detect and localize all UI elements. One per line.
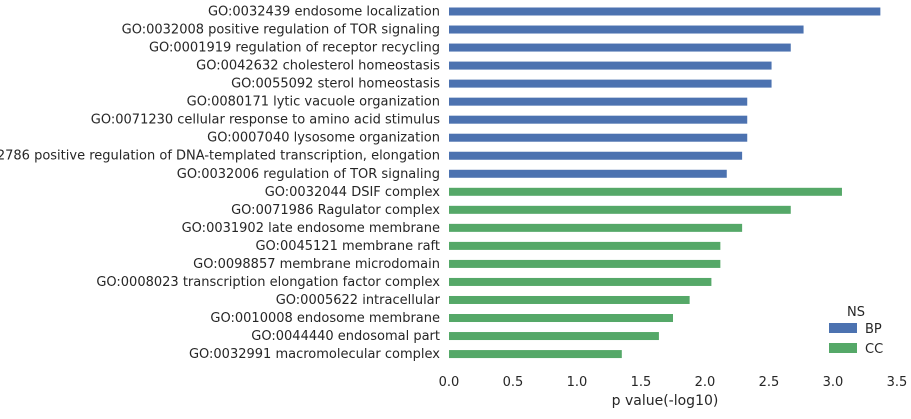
category-label-8: GO:0007040 lysosome organization [207, 131, 440, 146]
category-label-5: GO:0055092 sterol homeostasis [231, 77, 440, 92]
category-label-20: GO:0032991 macromolecular complex [189, 347, 440, 362]
bar-9 [449, 151, 743, 160]
x-ticks-group: 0.0 0.5 1.0 1.5 2.0 2.5 3.0 3.5 [439, 375, 908, 390]
x-tick-label-3: 1.0 [567, 375, 588, 390]
category-label-4: GO:0042632 cholesterol homeostasis [196, 59, 440, 74]
category-label-13: GO:0031902 late endosome membrane [182, 221, 440, 236]
bar-11 [449, 187, 842, 196]
category-label-16: GO:0008023 transcription elongation fact… [96, 275, 440, 290]
legend: NS BP CC [829, 305, 883, 357]
x-tick-label-1: 0.0 [439, 375, 460, 390]
bar-8 [449, 133, 748, 142]
bar-6 [449, 97, 748, 106]
bar-14 [449, 241, 721, 250]
legend-label-cc: CC [865, 342, 883, 357]
bar-18 [449, 314, 673, 323]
category-label-11: GO:0032044 DSIF complex [265, 185, 441, 200]
bar-10 [449, 169, 727, 178]
x-tick-label-8: 3.5 [887, 375, 908, 390]
bar-16 [449, 277, 712, 286]
bar-19 [449, 332, 659, 341]
bar-5 [449, 79, 772, 88]
x-tick-label-5: 2.0 [695, 375, 716, 390]
bar-13 [449, 223, 743, 232]
category-label-12: GO:0071986 Ragulator complex [231, 203, 440, 218]
bar-1 [449, 7, 881, 16]
x-tick-label-2: 0.5 [503, 375, 524, 390]
bar-15 [449, 259, 721, 268]
category-label-18: GO:0010008 endosome membrane [210, 311, 440, 326]
x-tick-label-4: 1.5 [631, 375, 652, 390]
category-label-3: GO:0001919 regulation of receptor recycl… [149, 41, 440, 56]
bar-20 [449, 350, 622, 359]
category-label-19: GO:0044440 endosomal part [251, 329, 440, 344]
bars-group [449, 7, 881, 359]
category-labels-group: GO:0032439 endosome localization GO:00320… [0, 5, 441, 363]
category-label-6: GO:0080171 lytic vacuole organization [187, 95, 440, 110]
bar-7 [449, 115, 748, 124]
category-label-17: GO:0005622 intracellular [276, 293, 441, 308]
bar-4 [449, 61, 772, 70]
category-label-14: GO:0045121 membrane raft [255, 239, 440, 254]
legend-label-bp: BP [865, 322, 882, 337]
bar-17 [449, 295, 690, 304]
category-label-1: GO:0032439 endosome localization [208, 5, 440, 20]
x-tick-label-6: 2.5 [759, 375, 780, 390]
category-label-7: GO:0071230 cellular response to amino ac… [91, 113, 440, 128]
bar-2 [449, 25, 804, 34]
category-label-10: GO:0032006 regulation of TOR signaling [177, 167, 440, 182]
x-tick-label-7: 3.0 [823, 375, 844, 390]
legend-swatch-bp [829, 323, 857, 333]
legend-swatch-cc [829, 343, 857, 353]
category-label-2: GO:0032008 positive regulation of TOR si… [122, 23, 440, 38]
bar-3 [449, 43, 791, 52]
category-label-9: GO:0032786 positive regulation of DNA-te… [0, 149, 440, 164]
legend-title: NS [847, 305, 865, 320]
bar-12 [449, 205, 791, 214]
x-axis-label: p value(-log10) [612, 393, 719, 409]
category-label-15: GO:0098857 membrane microdomain [193, 257, 440, 272]
